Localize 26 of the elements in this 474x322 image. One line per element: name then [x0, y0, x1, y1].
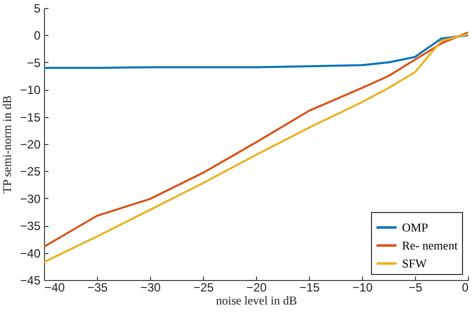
line-series [44, 34, 468, 69]
x-tick-label: −40 [44, 280, 66, 294]
y-tick-label: 0 [34, 28, 41, 43]
x-tick-label: −35 [87, 280, 108, 294]
y-tick-label: −30 [20, 192, 41, 206]
x-tick-label: 0 [462, 280, 469, 294]
legend-label: OMP [402, 220, 428, 234]
y-tick-label: −20 [20, 138, 41, 152]
x-tick-label: −25 [193, 280, 214, 294]
y-tick-label: −40 [20, 246, 41, 260]
y-tick-label: −10 [20, 83, 41, 98]
x-tick-label: −20 [246, 280, 267, 294]
y-axis-title: TP semi-norm in dB [0, 96, 14, 194]
legend-label: Re- nement [402, 238, 458, 252]
x-tick-label: −5 [408, 280, 423, 294]
legend-label: SFW [402, 256, 428, 270]
x-tick-label: −30 [140, 280, 161, 294]
y-tick-label: −25 [20, 164, 41, 179]
x-tick-label: −10 [352, 280, 373, 294]
y-tick-label: −5 [26, 56, 41, 70]
y-tick-label: −15 [20, 110, 41, 124]
y-tick-label: −45 [20, 274, 41, 288]
y-tick-label: 5 [34, 2, 41, 16]
x-tick-label: −15 [299, 280, 320, 294]
x-axis-title: noise level in dB [216, 294, 297, 308]
y-tick-label: −35 [20, 219, 41, 234]
